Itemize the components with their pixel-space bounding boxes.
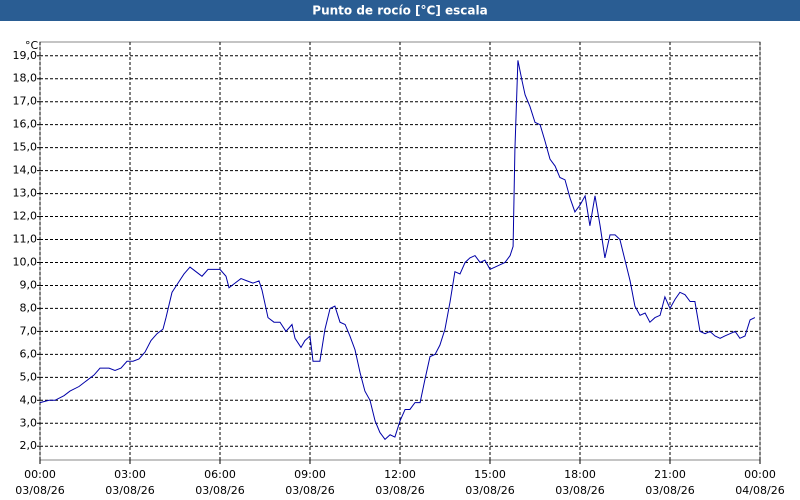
y-tick-label: 17,0 — [13, 95, 38, 108]
y-tick-label: 16,0 — [13, 118, 38, 131]
y-tick-label: 3,0 — [20, 416, 38, 429]
y-tick-label: 7,0 — [20, 324, 38, 337]
x-tick-date: 03/08/26 — [465, 484, 514, 497]
x-tick-label: 21:00 — [654, 468, 686, 481]
x-tick-date: 04/08/26 — [735, 484, 784, 497]
x-tick-date: 03/08/26 — [375, 484, 424, 497]
title-bar — [0, 0, 800, 21]
x-tick-date: 03/08/26 — [15, 484, 64, 497]
y-tick-label: 9,0 — [20, 278, 38, 291]
y-tick-label: 6,0 — [20, 347, 38, 360]
x-tick-label: 00:00 — [24, 468, 56, 481]
plot-area — [39, 41, 761, 461]
y-tick-label: 12,0 — [13, 210, 38, 223]
y-tick-label: 18,0 — [13, 72, 38, 85]
y-tick-label: 5,0 — [20, 370, 38, 383]
x-tick-date: 03/08/26 — [645, 484, 694, 497]
y-tick-label: 10,0 — [13, 255, 38, 268]
x-tick-label: 00:00 — [744, 468, 776, 481]
y-tick-label: 15,0 — [13, 141, 38, 154]
chart-title: Punto de rocío [°C] escala — [312, 4, 487, 18]
y-tick-label: 19,0 — [13, 49, 38, 62]
x-tick-date: 03/08/26 — [105, 484, 154, 497]
x-tick-date: 03/08/26 — [195, 484, 244, 497]
y-tick-label: 14,0 — [13, 164, 38, 177]
x-tick-label: 09:00 — [294, 468, 326, 481]
x-tick-date: 03/08/26 — [285, 484, 334, 497]
x-tick-label: 12:00 — [384, 468, 416, 481]
x-tick-label: 15:00 — [474, 468, 506, 481]
y-tick-label: 4,0 — [20, 393, 38, 406]
x-tick-label: 18:00 — [564, 468, 596, 481]
x-tick-label: 03:00 — [114, 468, 146, 481]
x-tick-date: 03/08/26 — [555, 484, 604, 497]
y-tick-label: 2,0 — [20, 439, 38, 452]
y-tick-label: 13,0 — [13, 187, 38, 200]
x-tick-label: 06:00 — [204, 468, 236, 481]
data-line — [39, 60, 756, 441]
y-tick-label: 11,0 — [13, 233, 38, 246]
y-unit: °C — [25, 39, 39, 52]
y-tick-label: 8,0 — [20, 301, 38, 314]
